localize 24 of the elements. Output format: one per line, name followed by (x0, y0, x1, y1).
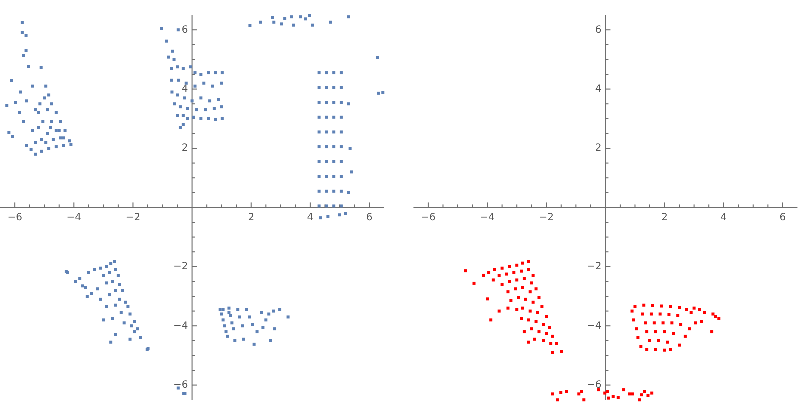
x-tick-label: −4 (66, 212, 82, 224)
y-tick-label: 2 (595, 143, 602, 154)
x-tick-label: 6 (780, 212, 786, 224)
y-tick-label: −4 (586, 320, 602, 332)
x-tick-label: −2 (126, 212, 141, 224)
x-tick-label: −2 (539, 212, 554, 224)
y-tick-label: 2 (182, 143, 188, 154)
y-tick-label: 4 (595, 84, 602, 96)
y-tick-label: 6 (595, 24, 602, 36)
x-tick-label: −4 (480, 212, 495, 224)
x-tick-label: 2 (248, 212, 255, 224)
y-tick-label: −2 (586, 262, 602, 273)
y-tick-label: −6 (174, 380, 188, 392)
y-tick-label: −6 (586, 380, 602, 392)
y-tick-label: 4 (182, 84, 188, 96)
x-tick-label: −6 (8, 212, 22, 224)
y-tick-label: −2 (174, 262, 188, 273)
x-tick-label: 4 (720, 212, 728, 224)
x-tick-label: 2 (662, 212, 668, 224)
y-tick-label: 6 (182, 24, 188, 36)
x-tick-label: 4 (307, 212, 314, 224)
x-tick-label: 6 (366, 212, 373, 224)
x-tick-label: −6 (421, 212, 436, 224)
y-tick-label: −4 (174, 320, 188, 332)
